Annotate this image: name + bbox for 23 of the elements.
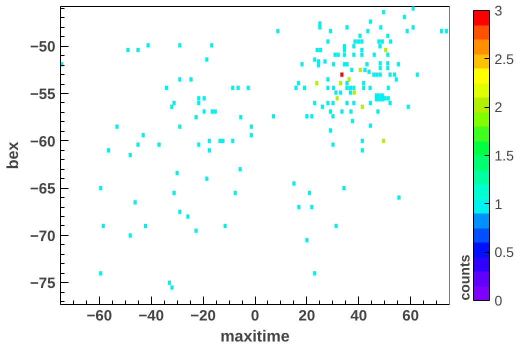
y-tick-label: −65 — [30, 180, 56, 198]
x-tick-label: 20 — [298, 308, 316, 324]
color-bar-label: 0 — [494, 292, 502, 308]
x-tick-label: −20 — [190, 308, 216, 324]
color-bar-label: 1.5 — [494, 148, 514, 164]
color-bar-title: counts — [456, 254, 472, 300]
x-tick-label: −40 — [138, 308, 164, 324]
color-bar-label: 3 — [494, 2, 502, 18]
y-tick-label: −75 — [30, 275, 56, 292]
y-tick-label: −70 — [30, 228, 56, 245]
x-tick-label: 60 — [402, 308, 419, 324]
x-axis-title: maxitime — [220, 328, 290, 346]
color-bar-label: 1 — [494, 196, 502, 212]
color-bar-label: 2.5 — [494, 50, 514, 67]
x-tick-label: 40 — [350, 308, 368, 324]
y-axis-title: bex — [5, 142, 22, 170]
x-tick-label: −60 — [86, 308, 112, 324]
color-bar-label: 0.5 — [494, 244, 514, 260]
x-tick-label: 0 — [250, 308, 260, 324]
y-tick-label: −55 — [30, 86, 56, 104]
y-tick-label: −50 — [30, 38, 56, 56]
color-bar-label: 2 — [494, 99, 502, 116]
y-tick-label: −60 — [30, 133, 56, 150]
